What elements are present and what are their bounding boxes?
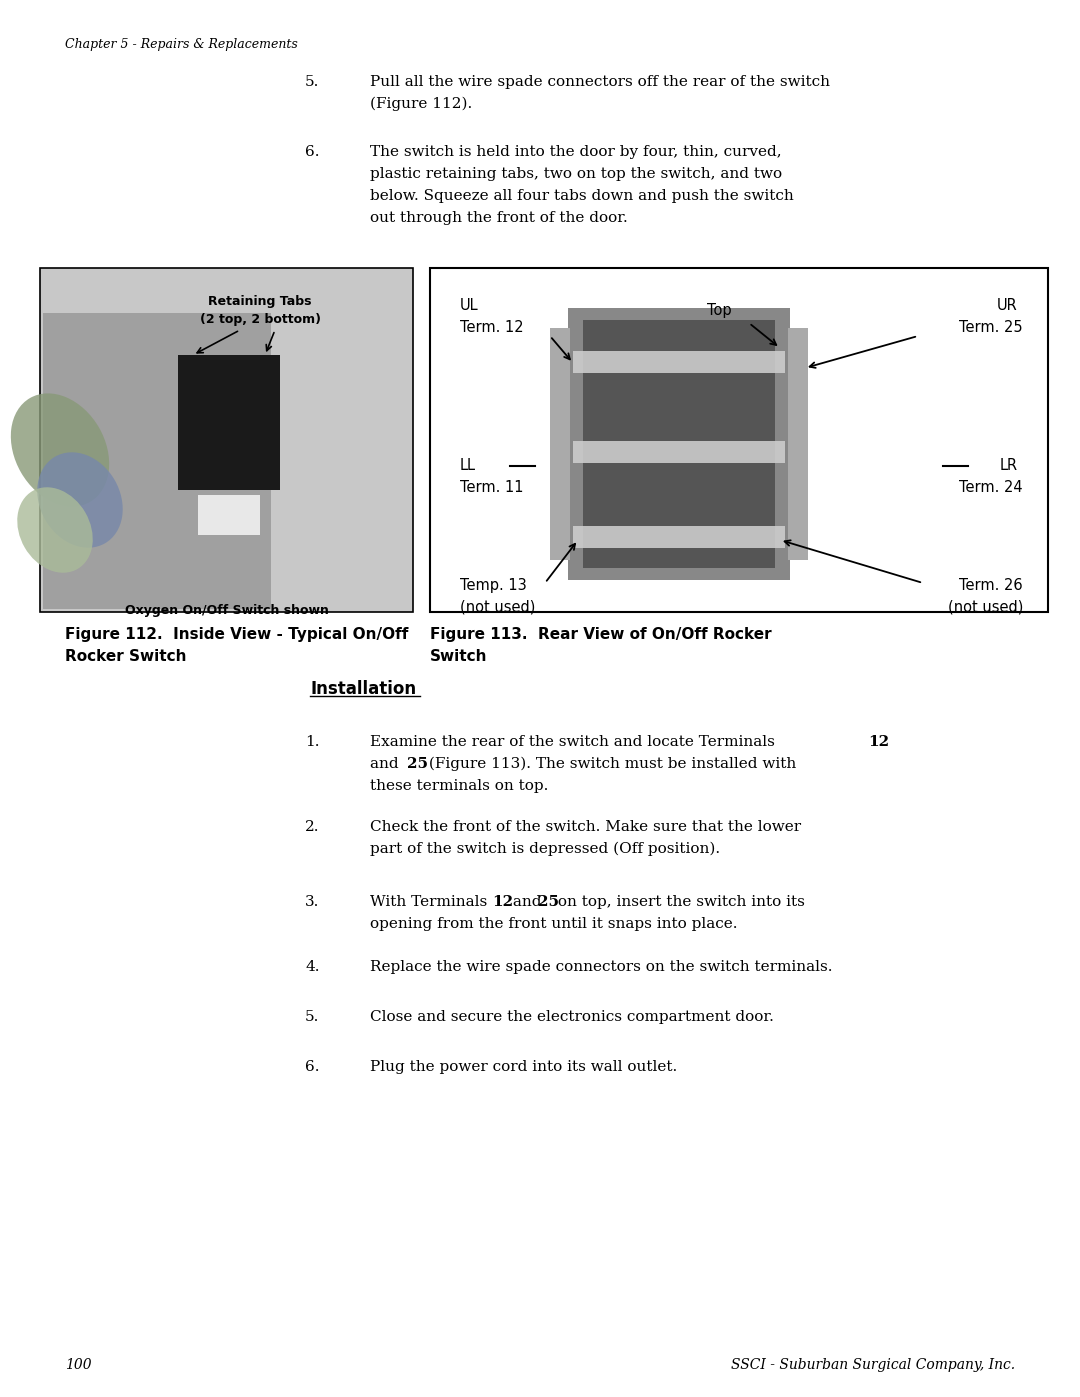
Text: Rocker Switch: Rocker Switch xyxy=(65,650,187,664)
Text: Pull all the wire spade connectors off the rear of the switch: Pull all the wire spade connectors off t… xyxy=(370,75,831,89)
Text: (Figure 113). The switch must be installed with: (Figure 113). The switch must be install… xyxy=(424,757,796,771)
Text: on top, insert the switch into its: on top, insert the switch into its xyxy=(553,895,805,909)
Text: Examine the rear of the switch and locate Terminals: Examine the rear of the switch and locat… xyxy=(370,735,780,749)
Text: 3.: 3. xyxy=(305,895,320,909)
Text: Top: Top xyxy=(706,303,731,319)
Bar xyxy=(573,441,785,462)
Text: 4.: 4. xyxy=(305,960,320,974)
Ellipse shape xyxy=(17,488,93,573)
Text: 100: 100 xyxy=(65,1358,92,1372)
Text: 2.: 2. xyxy=(305,820,320,834)
Text: plastic retaining tabs, two on top the switch, and two: plastic retaining tabs, two on top the s… xyxy=(370,168,782,182)
Text: Term. 12: Term. 12 xyxy=(460,320,524,335)
Bar xyxy=(43,313,270,609)
Bar xyxy=(178,355,280,490)
Ellipse shape xyxy=(38,453,123,548)
Bar xyxy=(40,268,413,612)
Text: Oxygen On/Off Switch shown: Oxygen On/Off Switch shown xyxy=(124,604,328,617)
Text: Term. 24: Term. 24 xyxy=(959,481,1023,495)
Text: Term. 26: Term. 26 xyxy=(959,578,1023,592)
Ellipse shape xyxy=(11,394,109,507)
Text: 6.: 6. xyxy=(305,145,320,159)
Bar xyxy=(583,320,775,569)
Text: Check the front of the switch. Make sure that the lower: Check the front of the switch. Make sure… xyxy=(370,820,801,834)
Text: 25: 25 xyxy=(407,757,428,771)
Bar xyxy=(788,328,808,560)
Bar xyxy=(430,268,1048,612)
Bar xyxy=(573,527,785,548)
Text: (2 top, 2 bottom): (2 top, 2 bottom) xyxy=(200,313,321,326)
Text: With Terminals: With Terminals xyxy=(370,895,492,909)
Text: below. Squeeze all four tabs down and push the switch: below. Squeeze all four tabs down and pu… xyxy=(370,189,794,203)
Text: 5.: 5. xyxy=(305,75,320,89)
Text: Chapter 5 - Repairs & Replacements: Chapter 5 - Repairs & Replacements xyxy=(65,38,298,52)
Text: Retaining Tabs: Retaining Tabs xyxy=(208,295,312,307)
Text: Close and secure the electronics compartment door.: Close and secure the electronics compart… xyxy=(370,1010,774,1024)
Text: LR: LR xyxy=(1000,458,1018,474)
Bar xyxy=(573,351,785,373)
Text: The switch is held into the door by four, thin, curved,: The switch is held into the door by four… xyxy=(370,145,782,159)
Text: Term. 25: Term. 25 xyxy=(959,320,1023,335)
Text: Installation: Installation xyxy=(310,680,416,698)
Text: LL: LL xyxy=(460,458,476,474)
Bar xyxy=(198,495,260,535)
Text: 1.: 1. xyxy=(305,735,320,749)
Text: 6.: 6. xyxy=(305,1060,320,1074)
Text: Figure 113.  Rear View of On/Off Rocker: Figure 113. Rear View of On/Off Rocker xyxy=(430,627,771,643)
Text: Term. 11: Term. 11 xyxy=(460,481,524,495)
Text: Switch: Switch xyxy=(430,650,487,664)
Text: part of the switch is depressed (Off position).: part of the switch is depressed (Off pos… xyxy=(370,842,720,856)
Text: these terminals on top.: these terminals on top. xyxy=(370,780,549,793)
Text: opening from the front until it snaps into place.: opening from the front until it snaps in… xyxy=(370,916,738,930)
Bar xyxy=(568,307,789,580)
Text: SSCI - Suburban Surgical Company, Inc.: SSCI - Suburban Surgical Company, Inc. xyxy=(731,1358,1015,1372)
Text: 12: 12 xyxy=(492,895,513,909)
Text: Temp. 13: Temp. 13 xyxy=(460,578,527,592)
Text: 25: 25 xyxy=(538,895,559,909)
Text: and: and xyxy=(508,895,546,909)
Text: UR: UR xyxy=(997,298,1018,313)
Text: Plug the power cord into its wall outlet.: Plug the power cord into its wall outlet… xyxy=(370,1060,677,1074)
Text: (not used): (not used) xyxy=(947,599,1023,615)
Text: Replace the wire spade connectors on the switch terminals.: Replace the wire spade connectors on the… xyxy=(370,960,833,974)
Bar xyxy=(550,328,570,560)
Text: 12: 12 xyxy=(868,735,889,749)
Text: (Figure 112).: (Figure 112). xyxy=(370,96,472,112)
Text: UL: UL xyxy=(460,298,478,313)
Text: Figure 112.  Inside View - Typical On/Off: Figure 112. Inside View - Typical On/Off xyxy=(65,627,408,643)
Text: and: and xyxy=(370,757,404,771)
Text: out through the front of the door.: out through the front of the door. xyxy=(370,211,627,225)
Text: (not used): (not used) xyxy=(460,599,536,615)
Text: 5.: 5. xyxy=(305,1010,320,1024)
